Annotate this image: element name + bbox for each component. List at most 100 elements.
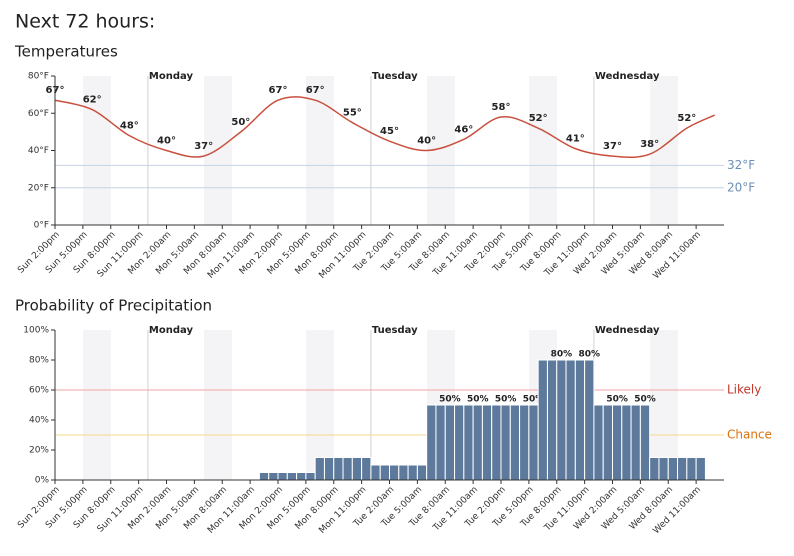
day-label: Monday bbox=[149, 325, 194, 336]
bar bbox=[379, 464, 391, 481]
data-label: 50% bbox=[439, 395, 461, 405]
reference-label: 20°F bbox=[727, 180, 755, 194]
night-band bbox=[306, 330, 334, 480]
reference-label: 32°F bbox=[727, 158, 755, 172]
y-tick-label: 40°F bbox=[28, 146, 49, 156]
page-title: Next 72 hours: bbox=[15, 11, 155, 33]
bar bbox=[314, 457, 325, 481]
data-label: 40° bbox=[157, 136, 176, 147]
y-tick-label: 40% bbox=[29, 416, 49, 426]
data-label: 80% bbox=[578, 350, 600, 360]
data-label: 50° bbox=[231, 117, 250, 128]
bar bbox=[630, 404, 641, 481]
bar bbox=[500, 404, 511, 481]
bar bbox=[454, 404, 465, 481]
y-tick-label: 20% bbox=[29, 446, 49, 456]
day-label: Tuesday bbox=[372, 71, 418, 82]
bar bbox=[509, 404, 521, 481]
night-band bbox=[204, 330, 232, 480]
y-tick-label: 100% bbox=[23, 326, 49, 336]
bar bbox=[658, 457, 669, 481]
bar bbox=[491, 404, 502, 481]
chart-title: Probability of Precipitation bbox=[15, 297, 212, 315]
data-label: 55° bbox=[343, 108, 362, 119]
bar bbox=[389, 464, 400, 481]
bar bbox=[370, 464, 381, 481]
bar bbox=[407, 464, 418, 481]
bar bbox=[602, 404, 613, 481]
night-band bbox=[529, 76, 557, 225]
day-label: Monday bbox=[149, 71, 194, 82]
bar bbox=[481, 404, 493, 481]
bar bbox=[565, 359, 576, 481]
day-label: Wednesday bbox=[595, 325, 660, 336]
bar bbox=[435, 404, 446, 481]
night-band bbox=[650, 76, 678, 225]
bar bbox=[416, 464, 428, 481]
data-label: 46° bbox=[454, 124, 473, 135]
data-label: 67° bbox=[269, 85, 288, 96]
y-tick-label: 60°F bbox=[28, 109, 49, 119]
bar bbox=[593, 404, 604, 481]
data-label: 41° bbox=[566, 134, 585, 145]
data-label: 50% bbox=[634, 395, 656, 405]
bar bbox=[323, 457, 335, 481]
bar bbox=[268, 472, 279, 481]
bar bbox=[639, 404, 651, 481]
bar bbox=[398, 464, 409, 481]
bar bbox=[351, 457, 363, 481]
y-tick-label: 60% bbox=[29, 386, 49, 396]
data-label: 52° bbox=[677, 113, 696, 124]
day-label: Tuesday bbox=[372, 325, 418, 336]
bar bbox=[342, 457, 353, 481]
bar bbox=[277, 472, 288, 481]
bar bbox=[426, 404, 437, 481]
data-label: 58° bbox=[492, 102, 511, 113]
bar bbox=[296, 472, 307, 481]
bar bbox=[286, 472, 298, 481]
bar bbox=[472, 404, 483, 481]
night-band bbox=[306, 76, 334, 225]
data-label: 48° bbox=[120, 121, 139, 132]
bar bbox=[695, 457, 706, 481]
bar bbox=[361, 457, 372, 481]
bar bbox=[556, 359, 567, 481]
bar bbox=[463, 404, 474, 481]
bar bbox=[305, 472, 316, 481]
data-label: 52° bbox=[529, 113, 548, 124]
reference-label: Chance bbox=[727, 428, 772, 442]
data-label: 38° bbox=[640, 139, 659, 150]
bar bbox=[333, 457, 344, 481]
bar bbox=[444, 404, 456, 481]
bar bbox=[584, 359, 595, 481]
bar bbox=[686, 457, 697, 481]
data-label: 62° bbox=[83, 95, 102, 106]
reference-label: Likely bbox=[727, 383, 761, 397]
bar bbox=[528, 404, 539, 481]
data-label: 37° bbox=[603, 141, 622, 152]
y-tick-label: 0% bbox=[35, 476, 50, 486]
data-label: 45° bbox=[380, 126, 399, 137]
bar bbox=[537, 359, 548, 481]
temperature-line bbox=[54, 96, 716, 159]
bar bbox=[649, 457, 660, 481]
data-label: 50% bbox=[523, 395, 545, 405]
data-label: 50% bbox=[467, 395, 489, 405]
chart-title: Temperatures bbox=[14, 43, 118, 61]
bar bbox=[677, 457, 688, 481]
night-band bbox=[650, 330, 678, 480]
y-tick-label: 80% bbox=[29, 356, 49, 366]
bar bbox=[621, 404, 632, 481]
data-label: 50% bbox=[495, 395, 517, 405]
y-tick-label: 80°F bbox=[28, 72, 49, 82]
night-band bbox=[204, 76, 232, 225]
bar bbox=[667, 457, 679, 481]
data-label: 37° bbox=[194, 141, 213, 152]
bar bbox=[258, 472, 270, 481]
bar bbox=[519, 404, 530, 481]
night-band bbox=[83, 330, 111, 480]
data-label: 40° bbox=[417, 136, 436, 147]
day-label: Wednesday bbox=[595, 71, 660, 82]
data-label: 80% bbox=[551, 350, 573, 360]
